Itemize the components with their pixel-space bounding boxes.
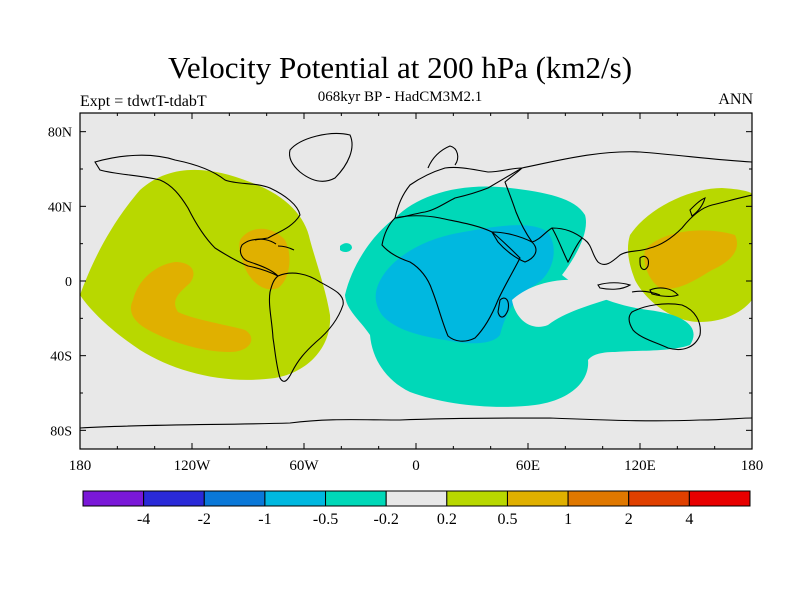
y-tick-label: 80N [48,126,72,141]
colorbar-label: -1 [258,511,271,528]
y-tick-label: 0 [65,275,72,290]
x-tick-label: 0 [412,458,420,474]
map-axes: 180 120W 60W 0 60E 120E 180 80N 40N 0 40S 80S [48,113,763,474]
positive-region-pacific [80,169,331,380]
x-tick-label: 120E [624,458,656,474]
y-tick-label: 40N [48,200,72,215]
colorbar-swatch [385,490,448,507]
colorbar: -4 -2 -1 -0.5 -0.2 0.2 0.5 1 2 4 [82,490,751,528]
season-label: ANN [718,91,753,108]
experiment-label: Expt = tdwtT-tdabT [80,93,207,110]
y-tick-label: 40S [50,350,72,365]
blue-region-africa [375,225,554,344]
neutral-region-indian-ocean [512,279,616,327]
x-tick-label: 60E [516,458,540,474]
colorbar-label: -0.5 [313,511,338,528]
colorbar-swatch [567,490,630,507]
x-tick-label: 60W [289,458,319,474]
colorbar-swatch [203,490,266,507]
colorbar-swatch [82,490,145,507]
colorbar-label: 4 [685,511,693,528]
colorbar-label: 1 [564,511,572,528]
colorbar-swatch [325,490,387,507]
colorbar-label: 2 [625,511,633,528]
map-subtitle: 068kyr BP - HadCM3M2.1 [317,89,483,105]
colorbar-label: -2 [198,511,211,528]
map-plot [80,113,752,449]
colorbar-label: 0.5 [497,511,517,528]
orange-region-west-pacific [644,230,738,289]
map-title: Velocity Potential at 200 hPa (km2/s) [167,50,633,85]
colorbar-swatch [264,490,327,507]
colorbar-label: -0.2 [374,511,399,528]
orange-region-pacific [130,262,252,352]
y-tick-label: 80S [50,424,72,439]
x-tick-label: 180 [69,458,92,474]
colorbar-swatch [143,490,205,507]
colorbar-label: -4 [137,511,150,528]
colorbar-swatch [628,490,690,507]
x-tick-label: 120W [174,458,212,474]
colorbar-label: 0.2 [437,511,457,528]
negative-region-north-pacific-small [340,243,352,253]
colorbar-swatch [688,490,751,507]
coastlines [80,132,752,429]
colorbar-swatch [506,490,569,507]
x-tick-label: 180 [741,458,764,474]
colorbar-swatch [446,490,508,507]
orange-region-caribbean [239,228,290,290]
